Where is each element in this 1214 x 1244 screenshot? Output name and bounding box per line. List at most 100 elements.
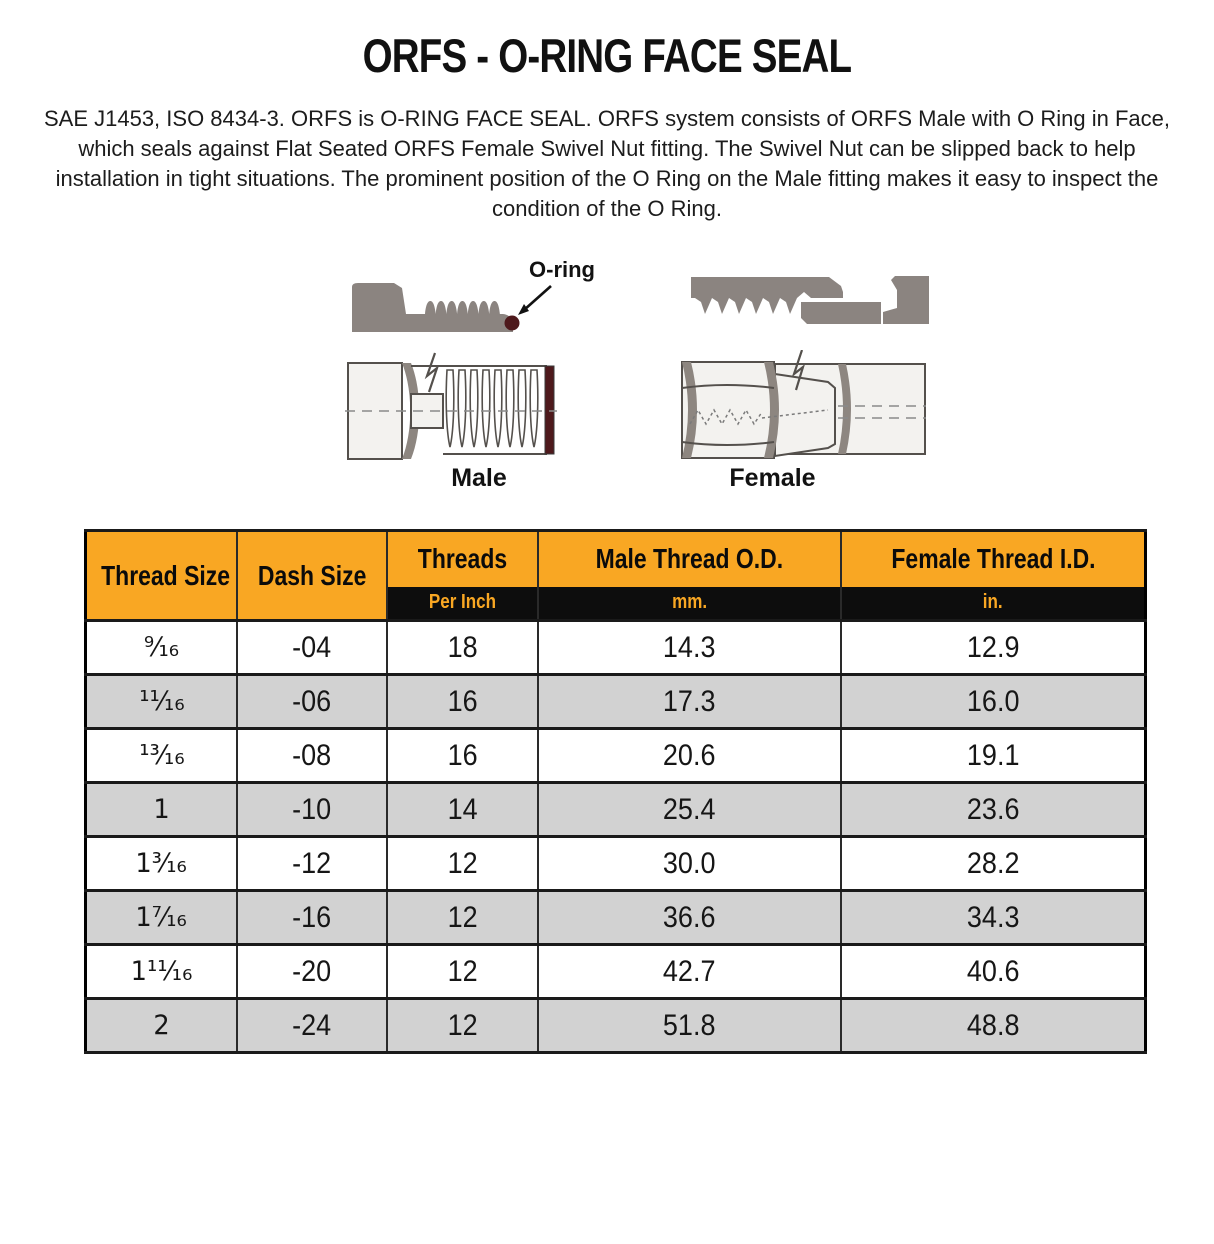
cell-male-od-mm-value: 30.0 [663, 846, 716, 880]
cell-male-od-mm-value: 14.3 [663, 630, 716, 664]
cell-dash-size: -04 [236, 619, 388, 676]
col-header-threads-text: Threads [417, 543, 507, 575]
female-cross-section-diagram [691, 276, 929, 324]
cell-dash-size: -16 [236, 889, 388, 946]
cell-female-id-in: 40.6 [840, 943, 1147, 1000]
male-break-mark [424, 352, 440, 393]
cell-thread-size: 1¹¹⁄₁₆ [84, 943, 239, 1000]
cell-male-od-mm-value: 17.3 [663, 684, 716, 718]
col-subheader-mm: mm. [537, 586, 843, 622]
male-cross-section-shape [352, 283, 513, 332]
page-title: ORFS - O-RING FACE SEAL [0, 30, 1214, 82]
oring-label: O-ring [529, 257, 595, 282]
cell-female-id-in-value: 23.6 [966, 792, 1020, 826]
cell-dash-size-value: -16 [292, 900, 332, 934]
cell-male-od-mm: 42.7 [537, 943, 843, 1000]
cell-thread-size: 1 [84, 781, 239, 838]
col-header-dash-size: Dash Size [236, 529, 388, 621]
table-row: 1¹¹⁄₁₆ -20 12 42.7 40.6 [84, 943, 1147, 1000]
oring-arrow-head [518, 304, 529, 315]
table-row: 1³⁄₁₆ -12 12 30.0 28.2 [84, 835, 1147, 892]
spec-table-body: ⁹⁄₁₆ -04 18 14.3 12.9 ¹¹⁄₁₆ -06 16 17.3 16.0 ¹³⁄₁₆… [84, 619, 1147, 1054]
oring-arrow-line [523, 285, 552, 311]
cell-thread-size-value: ¹³⁄₁₆ [138, 740, 185, 771]
cell-male-od-mm: 36.6 [537, 889, 843, 946]
male-neck [410, 393, 444, 429]
table-row: ¹³⁄₁₆ -08 16 20.6 19.1 [84, 727, 1147, 784]
cell-male-od-mm: 25.4 [537, 781, 843, 838]
cell-thread-size-value: 1¹¹⁄₁₆ [130, 956, 193, 987]
cell-male-od-mm-value: 20.6 [663, 738, 716, 772]
female-hex-edge-bottom [681, 441, 775, 446]
col-header-threads: Threads [385, 529, 540, 587]
oring-dot [504, 315, 520, 331]
cell-threads-per-inch-value: 16 [447, 738, 478, 772]
description-paragraph: SAE J1453, ISO 8434-3. ORFS is O-RING FA… [43, 106, 1171, 221]
cell-female-id-in: 12.9 [840, 619, 1147, 676]
female-cross-section-body [691, 277, 843, 314]
female-break-mark [791, 350, 806, 391]
female-nose [774, 372, 836, 458]
female-cross-section-nut [883, 276, 929, 324]
cell-female-id-in: 16.0 [840, 673, 1147, 730]
female-hidden-threads [689, 408, 763, 426]
cell-thread-size-value: 2 [153, 1010, 170, 1041]
col-header-thread-size: Thread Size [84, 529, 239, 621]
cell-male-od-mm: 17.3 [537, 673, 843, 730]
page: ORFS - O-RING FACE SEAL SAE J1453, ISO 8… [0, 30, 1214, 1244]
male-hex-body [347, 362, 403, 460]
cell-dash-size: -12 [236, 835, 388, 892]
cell-dash-size-value: -12 [292, 846, 332, 880]
cell-female-id-in-value: 16.0 [966, 684, 1020, 718]
cell-threads-per-inch-value: 12 [447, 954, 478, 988]
cell-female-id-in: 34.3 [840, 889, 1147, 946]
cell-thread-size: ¹¹⁄₁₆ [84, 673, 239, 730]
cell-threads-per-inch: 12 [385, 943, 540, 1000]
cell-male-od-mm-value: 25.4 [663, 792, 716, 826]
page-title-text: ORFS - O-RING FACE SEAL [362, 29, 852, 82]
table-row: 1 -10 14 25.4 23.6 [84, 781, 1147, 838]
cell-male-od-mm: 20.6 [537, 727, 843, 784]
male-oring-face [544, 365, 555, 455]
cell-male-od-mm: 51.8 [537, 997, 843, 1054]
female-cross-section-ledge [801, 302, 881, 324]
col-subheader-in: in. [840, 586, 1147, 622]
col-header-thread-size-text: Thread Size [101, 559, 231, 591]
cell-threads-per-inch: 12 [385, 835, 540, 892]
cell-threads-per-inch: 14 [385, 781, 540, 838]
cell-threads-per-inch: 12 [385, 889, 540, 946]
cell-thread-size-value: 1³⁄₁₆ [135, 848, 188, 879]
cell-thread-size-value: ¹¹⁄₁₆ [138, 686, 185, 717]
female-hidden-thread-line [761, 409, 829, 419]
cell-thread-size-value: ⁹⁄₁₆ [143, 632, 180, 663]
male-label: Male [451, 464, 507, 492]
male-fitting-drawing [345, 352, 557, 460]
male-threads [445, 369, 539, 448]
cell-female-id-in: 19.1 [840, 727, 1147, 784]
diagram-section: O-ring [0, 242, 1214, 529]
female-hex-edge-top [681, 384, 775, 389]
cell-dash-size-value: -24 [292, 1008, 332, 1042]
col-header-female-id: Female Thread I.D. [840, 529, 1147, 587]
cell-threads-per-inch-value: 18 [447, 630, 478, 664]
spec-table: Thread Size Dash Size Threads Male Threa… [84, 529, 1147, 1054]
cell-female-id-in-value: 40.6 [966, 954, 1020, 988]
male-cross-section-diagram: O-ring [352, 257, 595, 332]
cell-female-id-in-value: 48.8 [966, 1008, 1020, 1042]
cell-thread-size-value: 1 [153, 794, 170, 825]
cell-female-id-in: 48.8 [840, 997, 1147, 1054]
cell-female-id-in-value: 12.9 [966, 630, 1020, 664]
col-subheader-in-text: in. [983, 591, 1004, 614]
cell-dash-size-value: -08 [292, 738, 332, 772]
col-header-male-od-text: Male Thread O.D. [595, 543, 784, 575]
cell-threads-per-inch: 18 [385, 619, 540, 676]
cell-dash-size: -20 [236, 943, 388, 1000]
cell-male-od-mm-value: 42.7 [663, 954, 716, 988]
col-subheader-per-inch-text: Per Inch [428, 591, 496, 614]
spec-table-head: Thread Size Dash Size Threads Male Threa… [84, 529, 1147, 622]
cell-female-id-in-value: 34.3 [966, 900, 1020, 934]
table-row: 1⁷⁄₁₆ -16 12 36.6 34.3 [84, 889, 1147, 946]
cell-threads-per-inch-value: 12 [447, 846, 478, 880]
cell-dash-size-value: -10 [292, 792, 332, 826]
cell-male-od-mm-value: 51.8 [663, 1008, 716, 1042]
